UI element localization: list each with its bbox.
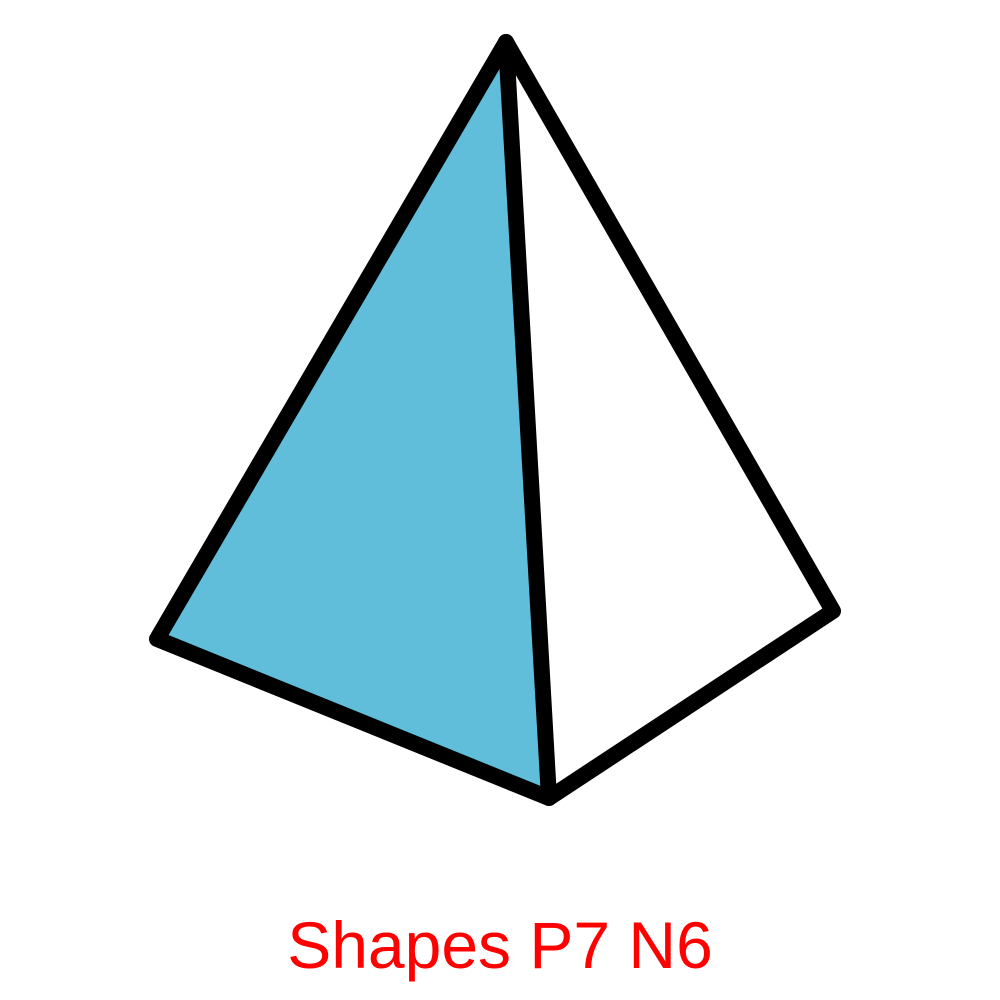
- pyramid-edges: [149, 34, 841, 806]
- pyramid-left-face: [157, 42, 549, 798]
- figure-caption: Shapes P7 N6: [287, 908, 713, 982]
- pyramid-right-face: [506, 42, 833, 798]
- pyramid-front-edge: [498, 34, 557, 806]
